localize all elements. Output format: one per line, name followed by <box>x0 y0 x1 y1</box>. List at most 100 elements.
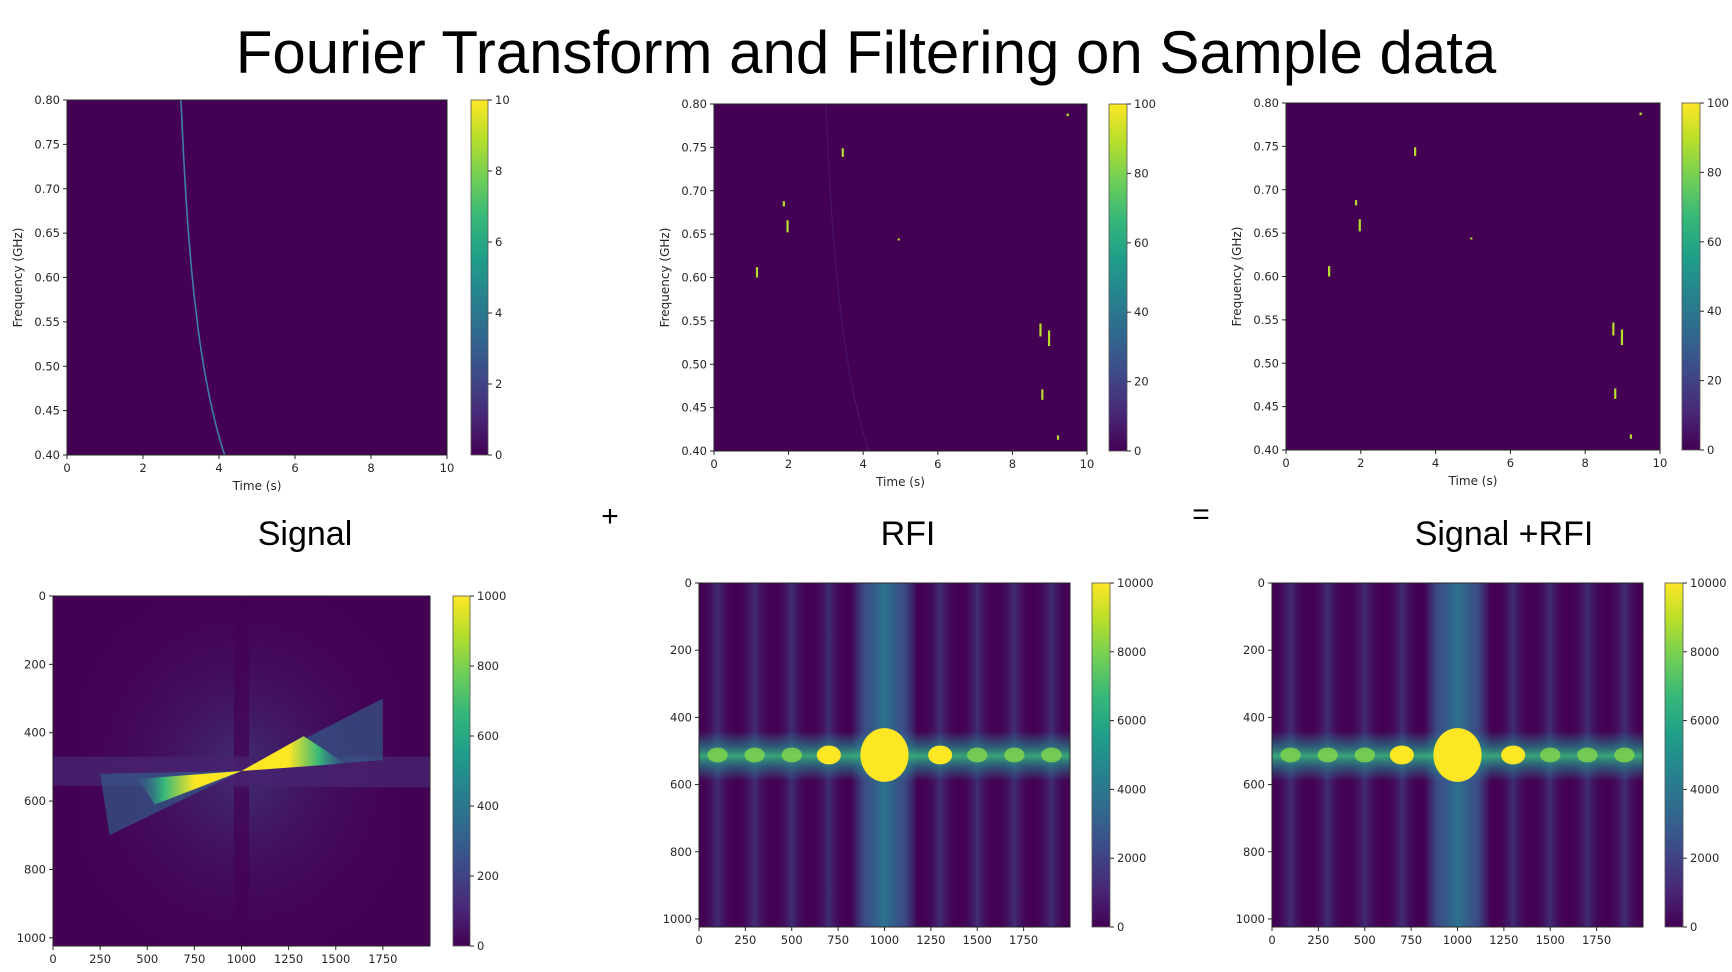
side-lobe <box>707 747 728 763</box>
side-lobe <box>744 747 765 763</box>
heatmap-content <box>1272 583 1643 927</box>
x-tick-label: 250 <box>734 933 756 947</box>
rfi-burst <box>1066 113 1069 117</box>
side-lobe <box>1317 747 1338 763</box>
rfi-burst <box>1056 435 1060 440</box>
y-tick-label: 600 <box>670 778 692 792</box>
y-tick-label: 0 <box>685 576 692 590</box>
rfi-burst <box>897 238 900 241</box>
y-axis-label: Frequency (GHz) <box>11 228 25 328</box>
x-tick-label: 1750 <box>1582 933 1611 947</box>
colorbar-tick-label: 100 <box>1707 96 1729 110</box>
side-lobe <box>1004 747 1025 763</box>
y-tick-label: 0.70 <box>681 184 707 198</box>
colorbar-tick-label: 400 <box>477 799 499 813</box>
rfi-burst <box>786 220 789 233</box>
heatmap-content <box>699 583 1070 927</box>
rfi-burst <box>755 267 759 278</box>
y-tick-label: 0.75 <box>1253 139 1279 153</box>
y-axis-label: Frequency (GHz) <box>1230 227 1244 327</box>
y-tick-label: 0.55 <box>681 314 707 328</box>
x-tick-label: 1750 <box>368 952 397 966</box>
axes-frame <box>713 103 1088 452</box>
y-tick-label: 1000 <box>663 912 692 926</box>
y-tick-label: 200 <box>1243 643 1265 657</box>
y-tick-label: 1000 <box>1236 912 1265 926</box>
x-tick-label: 10 <box>440 461 455 475</box>
heatmap-content <box>53 596 430 946</box>
rfi-burst <box>1414 147 1417 156</box>
rfi-burst <box>1620 329 1624 346</box>
x-axis-label: Time (s) <box>232 479 282 493</box>
y-tick-label: 400 <box>24 726 46 740</box>
y-tick-label: 0.60 <box>681 271 707 285</box>
heatmap-content <box>1328 112 1642 439</box>
colorbar-tick-label: 600 <box>477 729 499 743</box>
side-lobe <box>1614 747 1635 763</box>
colorbar-tick-label: 4000 <box>1117 782 1146 796</box>
equals-operator: = <box>1192 498 1210 531</box>
rfi-burst <box>1328 266 1331 277</box>
y-tick-label: 0.75 <box>681 140 707 154</box>
side-lobe <box>1389 745 1414 765</box>
colorbar-tick-label: 100 <box>1134 97 1156 111</box>
y-tick-label: 0.60 <box>34 271 60 285</box>
colorbar-tick-label: 6000 <box>1117 714 1146 728</box>
rfi-burst <box>1354 200 1358 206</box>
x-tick-label: 1250 <box>274 952 303 966</box>
x-axis-label: Time (s) <box>875 475 925 489</box>
x-tick-label: 2 <box>785 457 792 471</box>
colorbar <box>1108 103 1128 452</box>
x-tick-label: 1000 <box>1443 933 1472 947</box>
x-tick-label: 4 <box>215 461 222 475</box>
rfi-burst <box>1470 237 1473 240</box>
colorbar-tick-label: 0 <box>1134 444 1141 458</box>
colorbar-tick-label: 4000 <box>1690 782 1719 796</box>
y-tick-label: 400 <box>1243 710 1265 724</box>
y-tick-label: 200 <box>24 657 46 671</box>
side-lobe <box>1041 747 1062 763</box>
y-tick-label: 0.80 <box>34 93 60 107</box>
colorbar-tick-label: 0 <box>477 939 484 953</box>
central-lobe <box>860 728 909 782</box>
heatmap-content <box>180 100 226 455</box>
y-tick-label: 0.60 <box>1253 270 1279 284</box>
x-tick-label: 1250 <box>1489 933 1518 947</box>
x-tick-label: 10 <box>1080 457 1095 471</box>
colorbar-tick-label: 80 <box>1707 165 1722 179</box>
bowtie-left <box>137 771 242 805</box>
y-tick-label: 0.65 <box>34 226 60 240</box>
y-tick-label: 0.40 <box>681 444 707 458</box>
colorbar-tick-label: 40 <box>1707 304 1722 318</box>
panel-rfi_time: 0 2 4 6 8 10 0.40 0.45 0.50 0.55 0.60 0.65 0.70 0.75 0… <box>658 97 1156 489</box>
x-tick-label: 2 <box>139 461 146 475</box>
side-lobe <box>967 747 988 763</box>
rfi-burst <box>841 148 844 157</box>
x-tick-label: 8 <box>367 461 374 475</box>
x-tick-label: 500 <box>781 933 803 947</box>
x-tick-label: 4 <box>860 457 867 471</box>
y-tick-label: 0.50 <box>34 359 60 373</box>
bowtie-right <box>241 736 346 771</box>
plot-area <box>714 104 1087 451</box>
panel-signal_fft: 0 250 500 750 1000 1250 1500 1750 0 200 400 600 800 1… <box>17 589 507 966</box>
side-lobe <box>781 747 802 763</box>
rfi-burst <box>1629 434 1633 439</box>
colorbar-tick-label: 2000 <box>1117 851 1146 865</box>
x-tick-label: 8 <box>1582 456 1589 470</box>
y-tick-label: 600 <box>1243 778 1265 792</box>
x-tick-label: 0 <box>63 461 70 475</box>
x-tick-label: 750 <box>183 952 205 966</box>
axes-frame <box>52 595 431 947</box>
x-tick-label: 1500 <box>963 933 992 947</box>
x-tick-label: 1500 <box>321 952 350 966</box>
x-tick-label: 6 <box>291 461 298 475</box>
plot-area <box>1286 103 1660 450</box>
colorbar-tick-label: 10000 <box>1117 576 1154 590</box>
y-tick-label: 800 <box>1243 845 1265 859</box>
side-lobe <box>816 745 841 765</box>
colorbar <box>470 99 489 456</box>
x-tick-label: 2 <box>1357 456 1364 470</box>
dispersed-sweep <box>825 104 870 451</box>
